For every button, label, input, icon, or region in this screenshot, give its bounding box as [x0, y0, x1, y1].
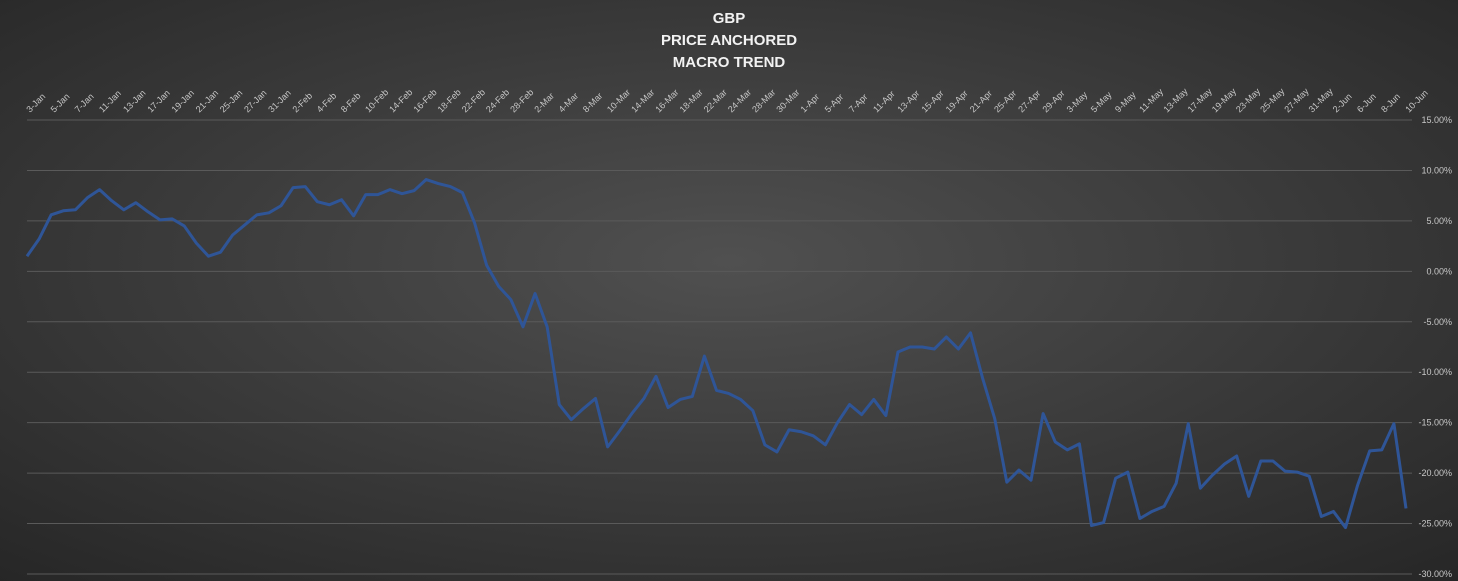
- y-tick-label: 15.00%: [1421, 115, 1452, 125]
- y-tick-label: 5.00%: [1426, 216, 1452, 226]
- y-tick-label: -5.00%: [1423, 317, 1452, 327]
- y-tick-label: 0.00%: [1426, 266, 1452, 276]
- y-tick-label: -15.00%: [1418, 418, 1452, 428]
- chart-title: GBP: [713, 10, 746, 27]
- y-tick-label: -10.00%: [1418, 367, 1452, 377]
- y-tick-label: -20.00%: [1418, 468, 1452, 478]
- data-line: [25, 178, 1408, 530]
- y-tick-label: -30.00%: [1418, 569, 1452, 579]
- y-tick-label: -25.00%: [1418, 519, 1452, 529]
- chart-title: MACRO TREND: [673, 54, 786, 71]
- y-tick-label: 10.00%: [1421, 165, 1452, 175]
- chart-title: PRICE ANCHORED: [661, 32, 797, 49]
